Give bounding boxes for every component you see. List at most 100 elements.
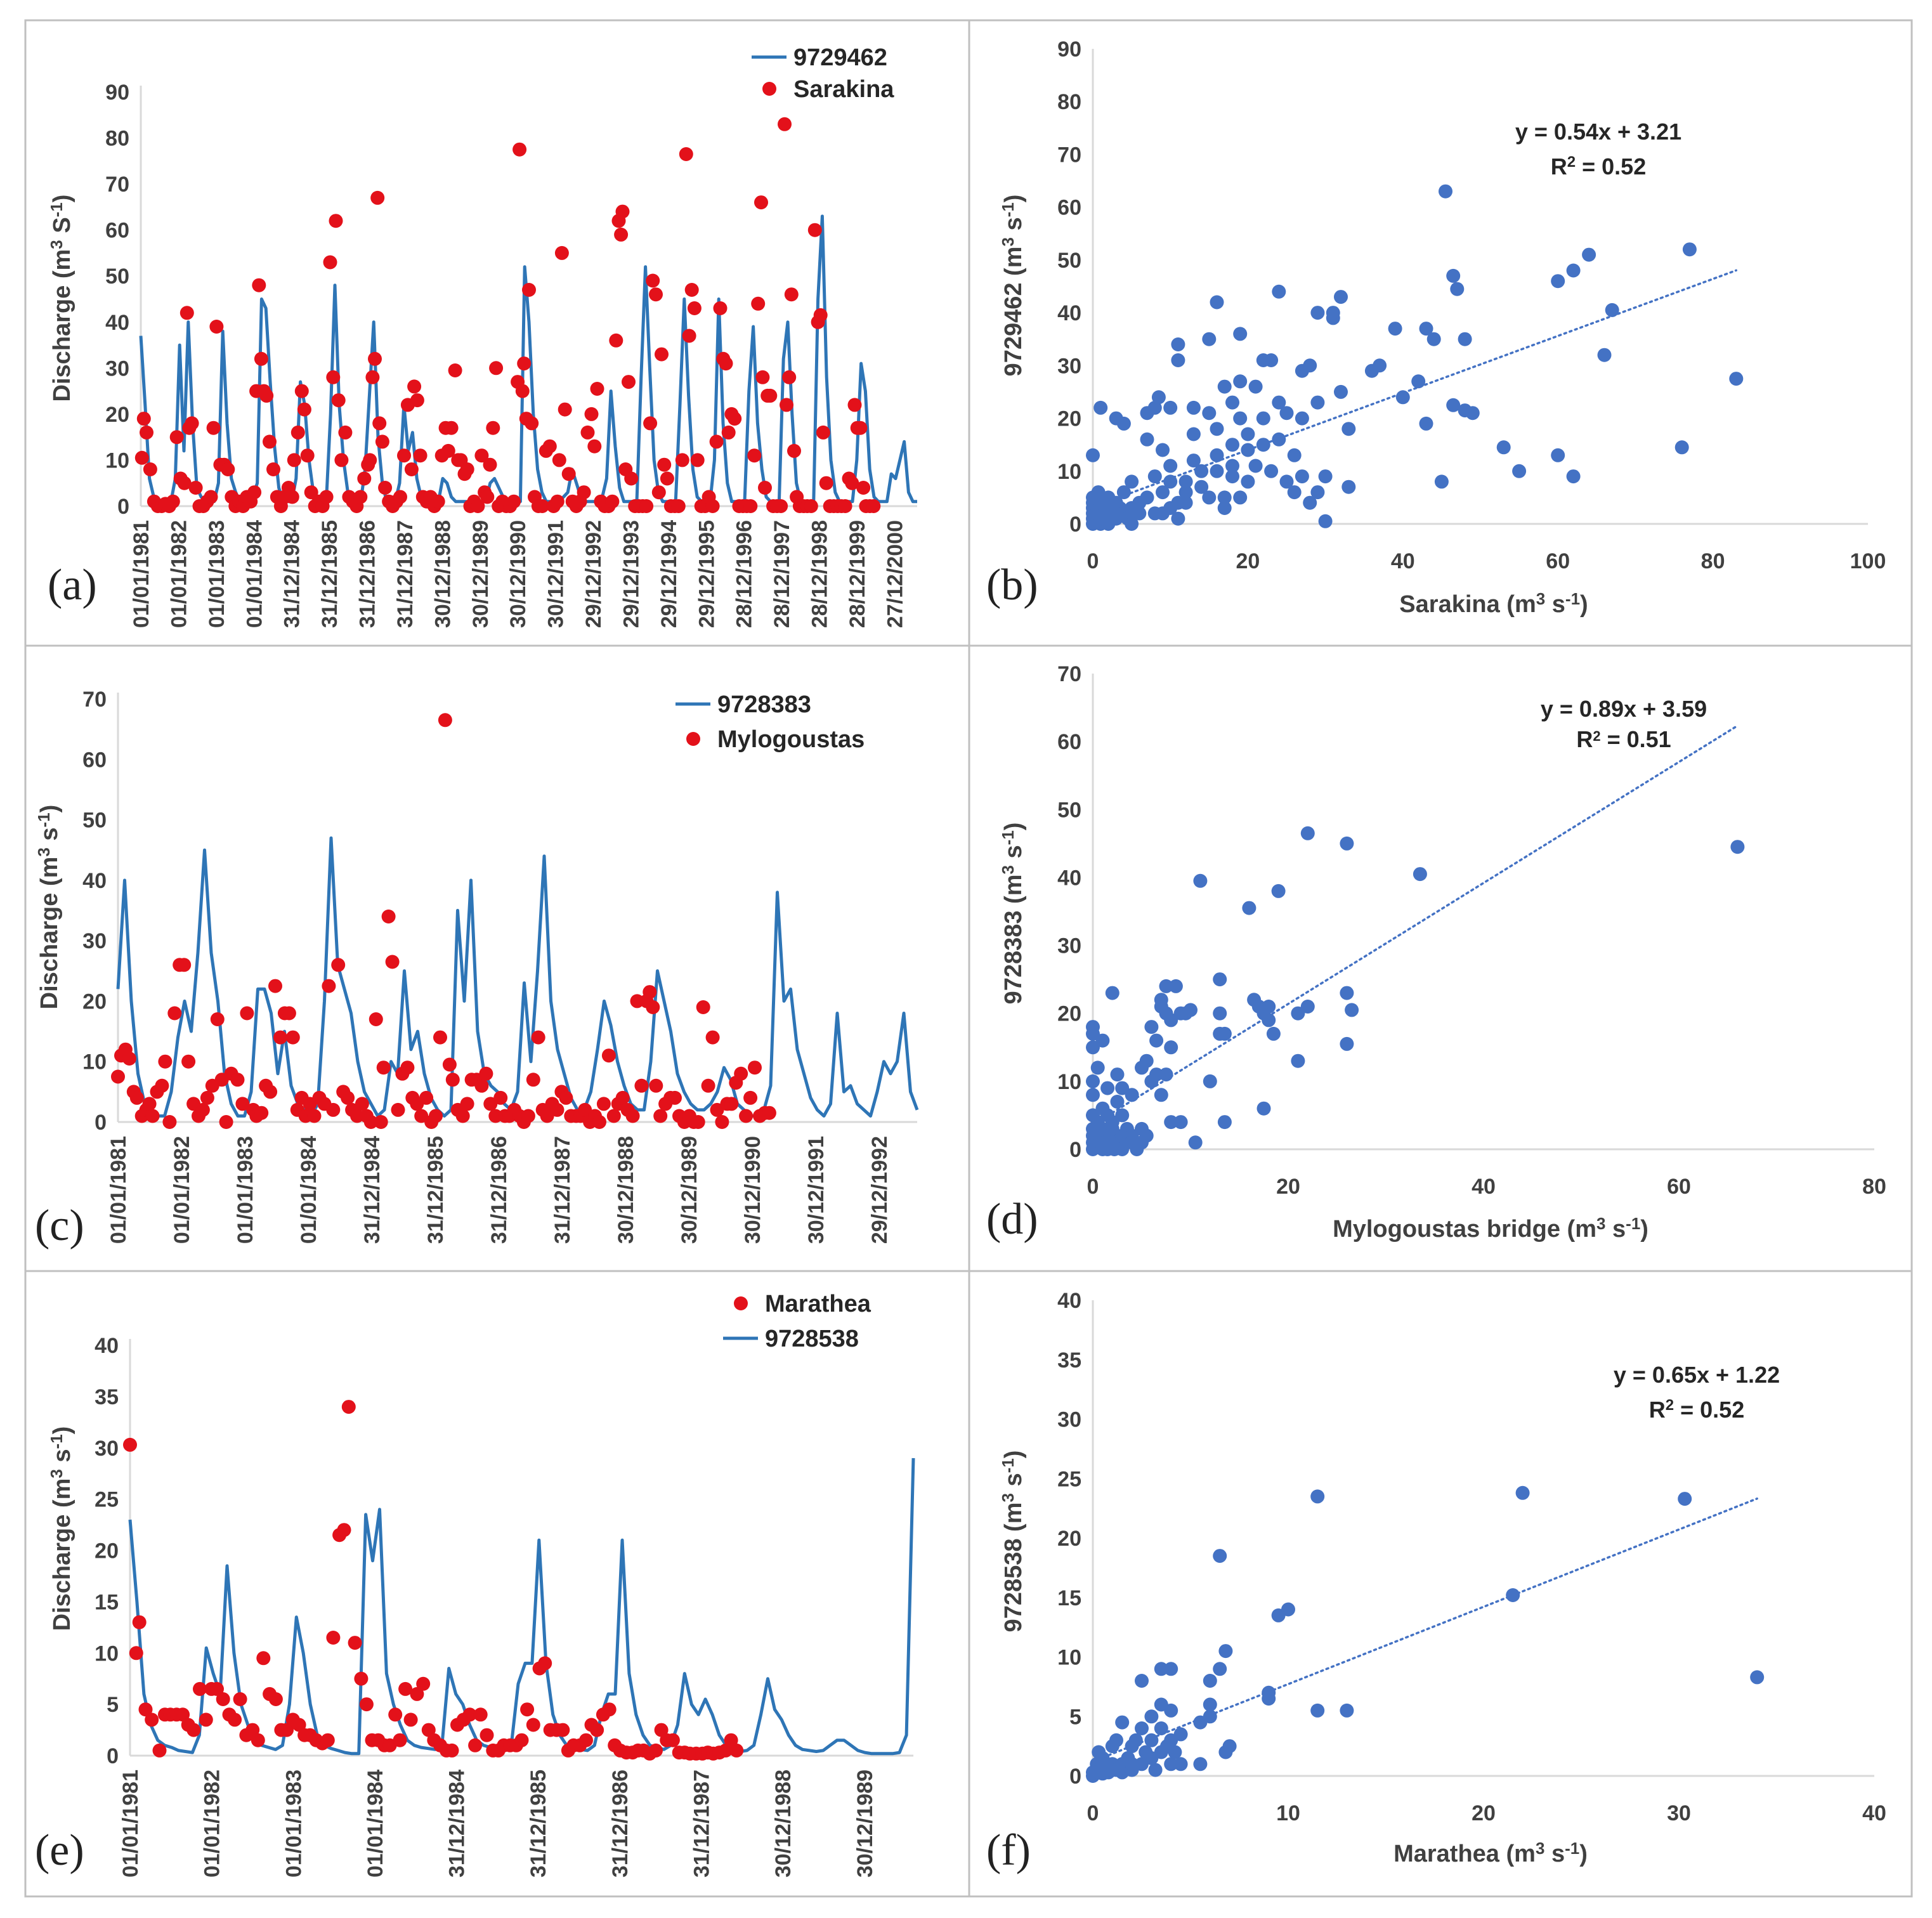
y-tick-label: 30 [1057,1408,1081,1432]
x-date-labels: 01/01/1981 01/01/1982 01/01/1983 01/01/1984… [119,1770,877,1877]
data-point [1279,406,1294,421]
data-point [784,287,799,302]
data-point [590,1723,604,1737]
data-point [590,382,604,396]
data-point [1156,485,1170,500]
data-point [363,453,377,467]
data-point [1388,322,1402,336]
y-tick-label: 0 [117,495,129,519]
data-point [365,370,380,384]
data-point [353,490,368,504]
y-tick-label: 90 [1057,37,1081,62]
x-tick-label: 30/12/1990 [506,520,530,628]
legend-label: 9729462 [793,44,887,71]
data-point [747,448,762,463]
data-point [1551,274,1565,289]
data-point [665,1733,680,1747]
data-point [273,1030,287,1045]
x-tick-label: 40 [1862,1801,1886,1825]
data-point [1465,406,1480,421]
data-point [624,471,639,486]
data-point [177,476,192,490]
legend-label: Marathea [765,1291,871,1317]
data-point [304,485,318,500]
y-tick-label: 10 [105,448,129,473]
panel-b: 9729462 (m3 s-1) Sarakina (m3 s-1) 0 10 20… [986,37,1886,618]
y-tick-label: 0 [1069,512,1081,537]
x-tick-label: 31/12/1986 [608,1770,632,1877]
data-point [660,471,674,486]
data-point [550,494,565,509]
x-tick-label: 01/01/1982 [167,520,191,628]
x-tick-label: 80 [1701,549,1725,573]
data-point [480,490,495,504]
x-tick-label: 01/01/1984 [242,520,266,628]
x-tick-label: 30 [1667,1801,1691,1825]
trendline-path [1092,269,1738,509]
data-point [853,421,868,435]
data-point [480,1728,494,1742]
data-point [592,1115,606,1129]
data-point [158,1054,173,1069]
scatter-points [1086,826,1745,1156]
x-tick-label: 60 [1546,549,1570,573]
data-point [1341,422,1356,436]
data-point [429,1109,443,1123]
x-axis-label: Sarakina (m3 s-1) [1399,589,1588,618]
data-point [1439,184,1452,199]
x-tick-label: 0 [1087,549,1099,573]
data-point [334,453,349,467]
data-point [1210,422,1224,436]
data-point [403,1712,418,1727]
data-point [1213,972,1227,987]
data-point [122,1052,136,1066]
data-point [696,1000,710,1014]
data-point [177,958,192,972]
data-point [210,1012,225,1026]
data-point [1210,448,1224,462]
y-tick-label: 30 [82,929,107,953]
data-point [152,1743,167,1758]
y-tick-label: 10 [1057,460,1081,484]
data-point [245,1723,260,1737]
x-tick-label: 31/12/1987 [393,520,417,628]
data-point [1303,358,1317,373]
data-point [654,1723,669,1737]
data-point [1678,1492,1692,1506]
data-point [263,434,277,449]
data-point [1515,1485,1530,1500]
data-point [1178,495,1193,510]
data-point [679,147,693,161]
x-tick-label: 01/01/1981 [107,1136,131,1244]
x-tick-label: 0 [1087,1175,1099,1199]
axis-lines [1092,49,1868,525]
data-point [1512,464,1527,478]
data-point [1729,372,1744,386]
data-point [520,1702,535,1717]
data-point [369,1012,383,1026]
trendline-path [1092,724,1739,1126]
trendline [1092,1497,1758,1763]
data-point [1171,353,1185,367]
data-point [219,1115,233,1129]
data-point [143,462,157,476]
series-line-path [139,214,917,504]
data-point [751,296,766,311]
data-point [1682,242,1697,257]
y-ticks: 0 10 20 30 40 50 60 70 80 90 [105,81,129,519]
legend: 9729462 Sarakina [752,44,894,103]
data-point [755,370,770,384]
data-point [145,1109,160,1123]
y-tick-label: 40 [1057,1289,1081,1313]
data-point [421,1723,436,1737]
data-point [1340,836,1354,851]
data-point [1326,306,1340,320]
data-point [724,1097,739,1111]
data-point [370,190,385,205]
trendline [1092,724,1739,1126]
data-point [763,388,778,403]
data-point [1144,1020,1159,1034]
data-point [1334,290,1348,304]
x-tick-label: 29/12/1994 [657,520,681,628]
